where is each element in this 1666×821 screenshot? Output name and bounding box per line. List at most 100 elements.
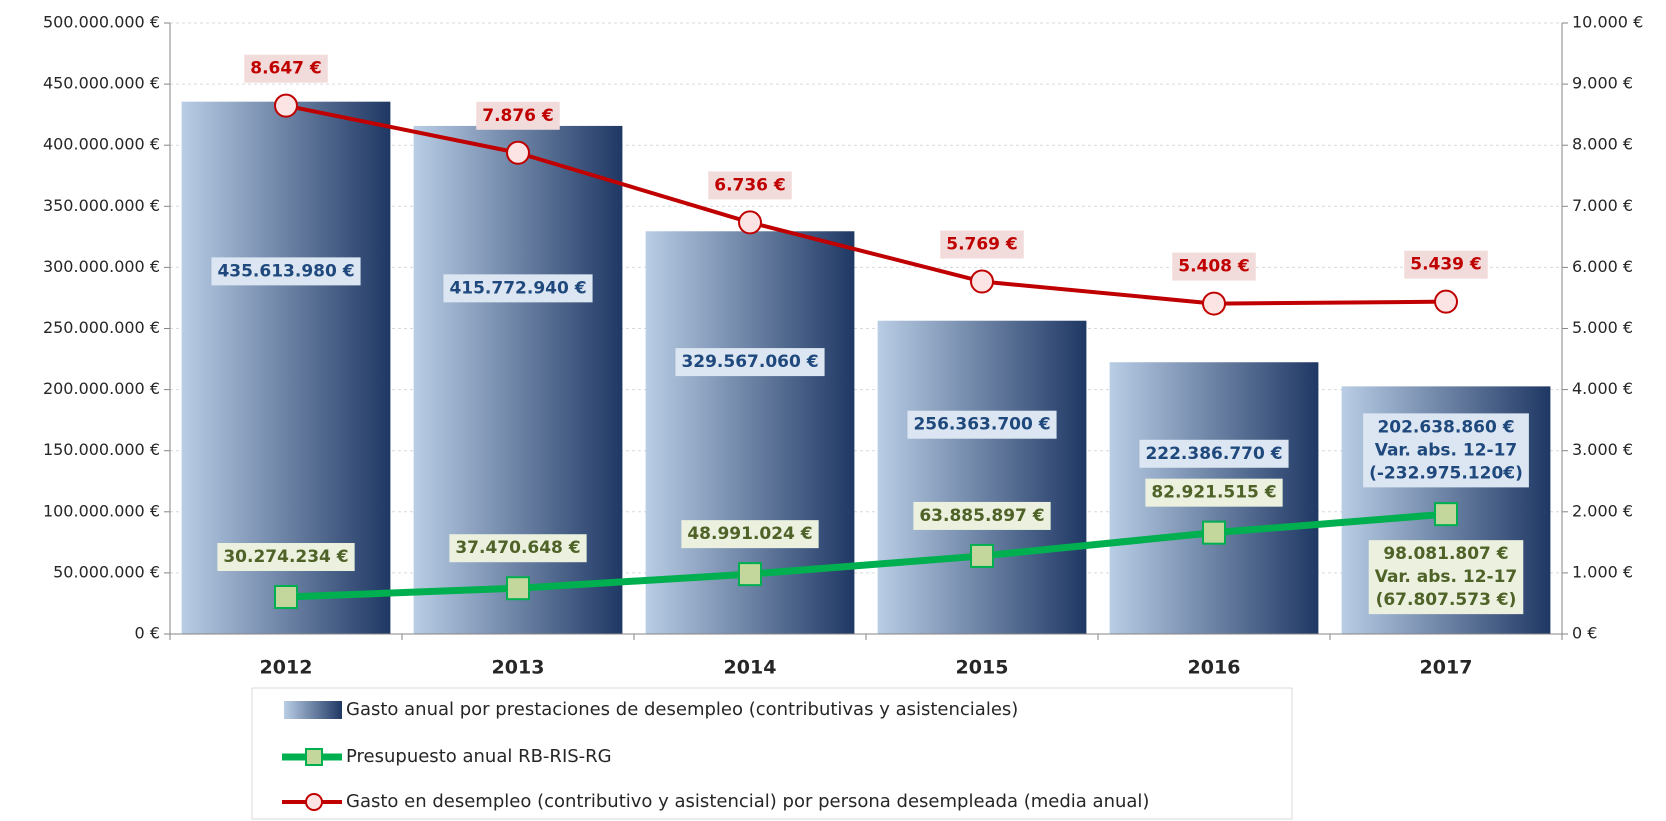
data-label: 8.647 € [244,54,328,83]
data-label-text: 202.638.860 € [1377,417,1514,437]
y-tick-label: 300.000.000 € [43,257,160,276]
marker [738,562,762,587]
data-label-text: Var. abs. 12-17 [1375,567,1518,587]
y-tick-label: 250.000.000 € [43,318,160,337]
data-label-box [940,230,1024,259]
data-label-text: (-232.975.120€) [1369,463,1523,483]
data-label-box [443,274,593,303]
y2-tick-label: 3.000 € [1572,440,1633,459]
y2-tick-label: 7.000 € [1572,196,1633,215]
series-line [285,103,1447,306]
data-label-box [708,171,792,200]
y2-tick-label: 10.000 € [1572,13,1643,32]
data-label-box [1145,478,1283,507]
y-tick-label: 200.000.000 € [43,379,160,398]
data-label-text: 82.921.515 € [1151,483,1276,503]
data-label-box [211,257,361,286]
legend-label: Gasto anual por prestaciones de desemple… [346,699,1018,720]
x-tick-label: 2012 [260,657,313,679]
data-label-text: 6.736 € [714,175,786,195]
data-label-box [907,410,1057,439]
marker [274,585,298,610]
data-label: 435.613.980 € [211,257,361,286]
data-label-box [913,501,1051,530]
y-tick-label: 350.000.000 € [43,196,160,215]
data-label-text: 63.885.897 € [919,506,1044,526]
data-label-text: 5.439 € [1410,255,1482,275]
marker [1434,502,1458,527]
x-tick-label: 2015 [956,657,1009,679]
data-label-box [675,348,825,377]
data-label-text: 435.613.980 € [217,261,354,281]
data-label-text: 7.876 € [482,106,554,126]
marker [506,576,530,601]
data-label-box [1363,413,1529,488]
data-label-text: (67.807.573 €) [1376,590,1517,610]
data-label: 5.408 € [1172,252,1256,281]
y2-tick-label: 5.000 € [1572,318,1633,337]
data-label-box [1368,540,1524,615]
marker [1202,520,1226,545]
y2-tick-label: 4.000 € [1572,379,1633,398]
data-label-box [1139,439,1289,468]
legend-label: Presupuesto anual RB-RIS-RG [346,746,612,767]
data-label-box [476,101,560,130]
data-label-box [217,543,355,572]
data-label-box [1404,250,1488,279]
x-tick-label: 2017 [1420,657,1473,679]
data-label: 48.991.024 € [681,520,819,549]
data-label-text: 5.769 € [946,235,1018,255]
y2-tick-label: 0 € [1572,624,1597,643]
data-label: 256.363.700 € [907,410,1057,439]
data-label-box [1172,252,1256,281]
data-label: 329.567.060 € [675,348,825,377]
data-label-text: 98.081.807 € [1383,544,1508,564]
y-tick-label: 500.000.000 € [43,13,160,32]
data-label: 37.470.648 € [449,534,587,563]
data-label-box [244,54,328,83]
x-tick-label: 2016 [1188,657,1241,679]
data-label-text: 48.991.024 € [687,524,812,544]
data-label-box [681,520,819,549]
data-label-box [449,534,587,563]
y-tick-label: 400.000.000 € [43,135,160,154]
data-label-text: 256.363.700 € [913,415,1050,435]
data-label: 7.876 € [476,101,560,130]
y-tick-label: 50.000.000 € [53,562,160,581]
y-tick-label: 0 € [135,624,160,643]
data-label: 6.736 € [708,171,792,200]
data-label: 202.638.860 € Var. abs. 12-17 (-232.975.12… [1363,413,1529,488]
y-tick-label: 150.000.000 € [43,440,160,459]
marker [274,93,298,118]
data-label: 82.921.515 € [1145,478,1283,507]
legend-swatch [284,701,342,719]
marker [738,210,762,235]
marker [970,269,994,294]
y-tick-label: 100.000.000 € [43,501,160,520]
y2-tick-label: 8.000 € [1572,135,1633,154]
data-label: 63.885.897 € [913,501,1051,530]
marker [970,543,994,568]
data-label-text: 415.772.940 € [449,278,586,298]
data-label-text: 222.386.770 € [1145,444,1282,464]
marker [1434,289,1458,314]
legend-box [251,687,1293,820]
y2-tick-label: 1.000 € [1572,562,1633,581]
y2-tick-label: 2.000 € [1572,501,1633,520]
x-tick-label: 2014 [724,657,777,679]
data-label-text: 329.567.060 € [681,352,818,372]
y2-tick-label: 9.000 € [1572,74,1633,93]
data-label-text: 37.470.648 € [455,538,580,558]
data-label: 222.386.770 € [1139,439,1289,468]
marker [506,140,530,165]
data-label-text: 8.647 € [250,59,322,79]
series-line [285,510,1447,601]
legend-marker [305,793,323,811]
data-label: 98.081.807 € Var. abs. 12-17 (67.807.573 €… [1368,540,1524,615]
bar [877,320,1087,634]
y2-tick-label: 6.000 € [1572,257,1633,276]
data-label: 5.769 € [940,230,1024,259]
data-label: 5.439 € [1404,250,1488,279]
legend-marker [305,748,323,766]
